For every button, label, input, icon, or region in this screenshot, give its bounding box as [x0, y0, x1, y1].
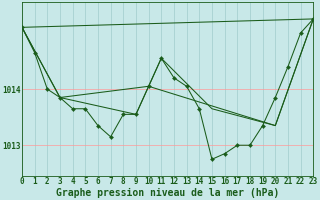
X-axis label: Graphe pression niveau de la mer (hPa): Graphe pression niveau de la mer (hPa)	[56, 188, 279, 198]
